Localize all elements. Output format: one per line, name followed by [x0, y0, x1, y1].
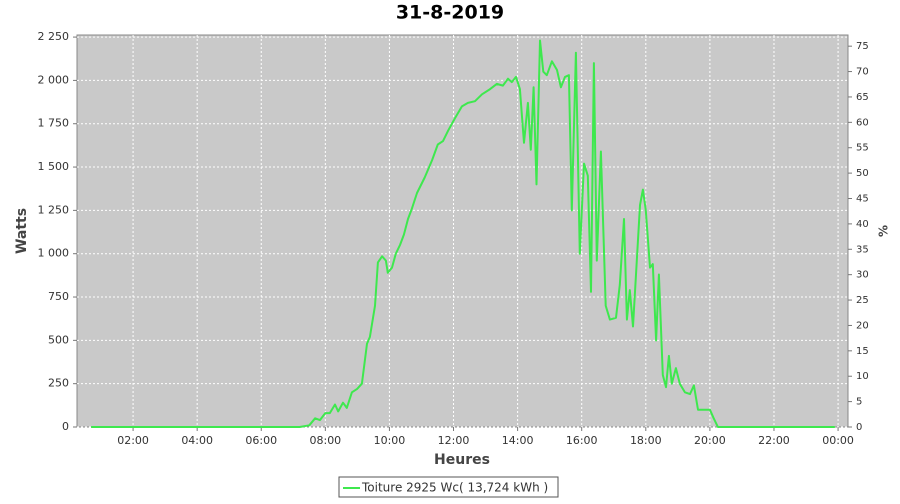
x-tick-label: 06:00 — [245, 434, 277, 447]
y2-tick-label: 70 — [856, 67, 869, 78]
x-tick-label: 10:00 — [374, 434, 406, 447]
y-tick-label: 0 — [62, 420, 69, 433]
x-tick-label: 02:00 — [117, 434, 149, 447]
y-tick-label: 750 — [48, 290, 69, 303]
data-line — [91, 39, 835, 428]
y-tick-label: 1 000 — [38, 247, 70, 260]
plot-area — [76, 34, 849, 428]
y2-axis-label: % — [877, 225, 891, 237]
y2-tick-label: 20 — [856, 320, 869, 331]
y-tick-label: 2 250 — [38, 30, 70, 43]
y-tick-label: 1 750 — [38, 117, 70, 130]
x-tick-label: 04:00 — [181, 434, 213, 447]
y2-tick-label: 40 — [856, 219, 869, 230]
y2-tick-label: 25 — [856, 295, 869, 306]
x-axis-label: Heures — [434, 452, 490, 468]
y2-tick-label: 55 — [856, 143, 869, 154]
x-tick-label: 20:00 — [694, 434, 726, 447]
y2-tick-label: 5 — [856, 397, 862, 408]
y2-tick-label: 75 — [856, 41, 869, 52]
y2-tick-label: 65 — [856, 92, 869, 103]
x-tick-label: 16:00 — [566, 434, 598, 447]
y2-tick-label: 10 — [856, 371, 869, 382]
y2-tick-label: 30 — [856, 270, 869, 281]
legend-label: Toiture 2925 Wc( 13,724 kWh ) — [361, 481, 548, 495]
y-tick-label: 250 — [48, 377, 69, 390]
y-tick-label: 500 — [48, 333, 69, 346]
x-tick-label: 12:00 — [438, 434, 470, 447]
y2-tick-label: 50 — [856, 168, 869, 179]
y2-tick-label: 35 — [856, 244, 869, 255]
y-tick-label: 1 500 — [38, 160, 70, 173]
y2-tick-label: 60 — [856, 117, 869, 128]
x-tick-label: 22:00 — [758, 434, 790, 447]
y2-tick-label: 15 — [856, 346, 869, 357]
x-tick-label: 14:00 — [502, 434, 534, 447]
y-axis-label: Watts — [14, 208, 30, 254]
y-tick-label: 2 000 — [38, 73, 70, 86]
chart-title: 31-8-2019 — [396, 2, 504, 24]
y2-tick-label: 0 — [856, 422, 862, 433]
y2-tick-label: 45 — [856, 194, 869, 205]
legend — [338, 476, 559, 498]
x-tick-label: 18:00 — [630, 434, 662, 447]
x-tick-label: 08:00 — [309, 434, 341, 447]
y-tick-label: 1 250 — [38, 203, 70, 216]
x-tick-label: 00:00 — [822, 434, 854, 447]
